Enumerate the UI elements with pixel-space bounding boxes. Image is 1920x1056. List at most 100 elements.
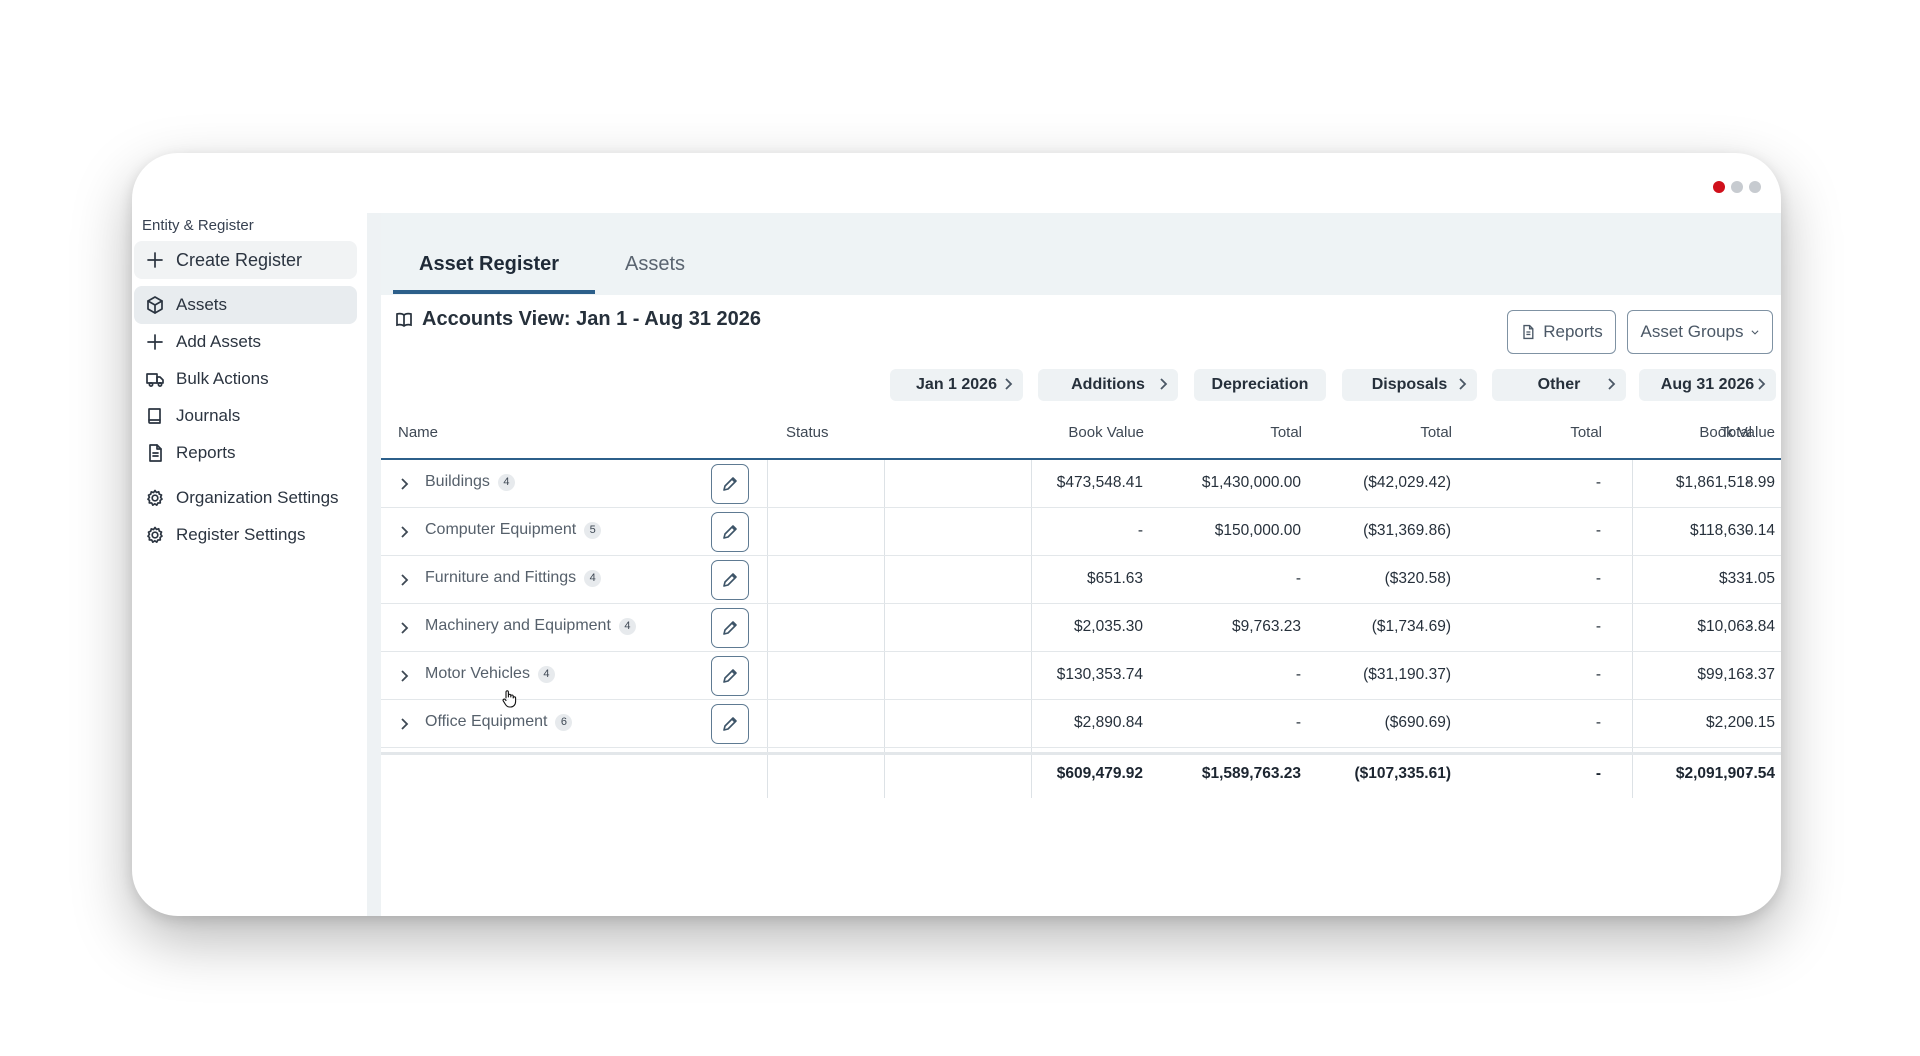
cell-depreciation: ($31,190.37) (1363, 666, 1451, 683)
cell-book-value-start: $2,890.84 (1074, 714, 1143, 731)
chevron-right-icon[interactable] (399, 476, 411, 492)
table-row[interactable]: Motor Vehicles 4 $130,353.74 - ($31,190.3… (381, 652, 1781, 700)
cell-other: - (1745, 522, 1751, 539)
column-group-other[interactable]: Other (1492, 369, 1626, 401)
row-name[interactable]: Buildings 4 (425, 473, 515, 491)
column-group-jan-1-2026[interactable]: Jan 1 2026 (890, 369, 1023, 401)
cell-book-value-end: $2,200.15 (1706, 714, 1775, 731)
edit-button[interactable] (711, 608, 749, 648)
edit-button[interactable] (711, 656, 749, 696)
column-header-additions-total[interactable]: Total (1270, 424, 1302, 441)
sidebar-item-label: Assets (176, 295, 228, 314)
column-group-label: Depreciation (1211, 376, 1309, 393)
window-dot-gray[interactable] (1749, 181, 1761, 193)
column-group-label: Additions (1071, 376, 1145, 393)
chevron-right-icon[interactable] (399, 524, 411, 540)
total-book-value-start: $609,479.92 (1056, 765, 1143, 782)
column-header-book-value-end[interactable]: Book Value (1699, 424, 1775, 441)
column-group-label: Aug 31 2026 (1660, 376, 1755, 393)
table-row[interactable]: Buildings 4 $473,548.41 $1,430,000.00 ($4… (381, 460, 1781, 508)
row-name-text: Office Equipment (425, 713, 548, 730)
window-dots (1713, 181, 1761, 193)
tab-assets[interactable]: Assets (625, 253, 686, 275)
reports-button[interactable]: Reports (1507, 310, 1616, 354)
page-title-text: Accounts View: Jan 1 - Aug 31 2026 (422, 308, 762, 330)
cell-disposals: - (1595, 714, 1601, 731)
column-group-aug-31-2026[interactable]: Aug 31 2026 (1639, 369, 1776, 401)
cell-other: - (1745, 474, 1751, 491)
cell-other: - (1745, 714, 1751, 731)
sidebar-item-organization-settings[interactable]: Organization Settings (134, 479, 357, 517)
asset-groups-dropdown[interactable]: Asset Groups (1627, 310, 1773, 354)
cell-depreciation: ($320.58) (1384, 570, 1451, 587)
window-dot-red[interactable] (1713, 181, 1725, 193)
cell-additions: - (1295, 570, 1301, 587)
count-badge: 4 (618, 617, 636, 635)
cell-disposals: - (1595, 666, 1601, 683)
page-title: Accounts View: Jan 1 - Aug 31 2026 (394, 308, 761, 331)
column-header-disposals-total[interactable]: Total (1570, 424, 1602, 441)
column-group-additions[interactable]: Additions (1038, 369, 1178, 401)
row-name[interactable]: Office Equipment 6 (425, 713, 573, 731)
edit-button[interactable] (711, 704, 749, 744)
table-row[interactable]: Computer Equipment 5 - $150,000.00 ($31,3… (381, 508, 1781, 556)
column-divider (1632, 460, 1633, 798)
tab-asset-register[interactable]: Asset Register (419, 253, 560, 275)
column-divider (1031, 460, 1032, 798)
column-header-other-total[interactable]: Total (1720, 424, 1752, 441)
cell-additions: $150,000.00 (1214, 522, 1301, 539)
chevron-down-icon (1750, 330, 1759, 335)
sidebar-item-label: Journals (176, 406, 241, 425)
document-icon (144, 442, 166, 464)
row-name-text: Motor Vehicles (425, 665, 530, 682)
column-header-depreciation-total[interactable]: Total (1420, 424, 1452, 441)
edit-button[interactable] (711, 464, 749, 504)
cell-book-value-end: $118,630.14 (1689, 522, 1775, 539)
create-register-button[interactable]: Create Register (134, 241, 357, 279)
chevron-right-icon (1606, 376, 1618, 392)
active-tab-indicator (393, 290, 595, 294)
sidebar-item-add-assets[interactable]: Add Assets (134, 323, 357, 361)
sidebar-item-label: Add Assets (176, 332, 262, 351)
cell-book-value-end: $10,063.84 (1697, 618, 1775, 635)
cell-depreciation: ($31,369.86) (1363, 522, 1451, 539)
column-header-name[interactable]: Name (398, 424, 439, 441)
open-book-icon (396, 312, 412, 327)
sidebar-divider (367, 213, 381, 916)
reports-button-label: Reports (1543, 322, 1603, 341)
sidebar-item-register-settings[interactable]: Register Settings (134, 516, 357, 554)
edit-button[interactable] (711, 560, 749, 600)
count-badge: 4 (537, 665, 555, 683)
chevron-right-icon[interactable] (399, 572, 411, 588)
column-group-disposals[interactable]: Disposals (1342, 369, 1477, 401)
edit-button[interactable] (711, 512, 749, 552)
sidebar-item-label: Bulk Actions (176, 369, 269, 388)
book-icon (144, 405, 166, 427)
sidebar-item-bulk-actions[interactable]: Bulk Actions (134, 360, 357, 398)
row-name[interactable]: Machinery and Equipment 4 (425, 617, 636, 635)
cell-additions: - (1295, 666, 1301, 683)
sidebar-item-journals[interactable]: Journals (134, 397, 357, 435)
sidebar-item-assets[interactable]: Assets (134, 286, 357, 324)
row-name-text: Machinery and Equipment (425, 617, 611, 634)
column-group-depreciation[interactable]: Depreciation (1194, 369, 1326, 401)
plus-icon (144, 249, 166, 271)
truck-icon (144, 368, 166, 390)
table-row[interactable]: Furniture and Fittings 4 $651.63 - ($320.… (381, 556, 1781, 604)
chevron-right-icon (1003, 376, 1015, 392)
table-row[interactable]: Office Equipment 6 $2,890.84 - ($690.69) … (381, 700, 1781, 748)
chevron-right-icon[interactable] (399, 620, 411, 636)
row-name[interactable]: Furniture and Fittings 4 (425, 569, 602, 587)
column-header-book-value-start[interactable]: Book Value (1068, 424, 1144, 441)
row-name[interactable]: Computer Equipment 5 (425, 521, 602, 539)
chevron-right-icon[interactable] (399, 668, 411, 684)
row-name[interactable]: Motor Vehicles 4 (425, 665, 555, 683)
sidebar-item-reports[interactable]: Reports (134, 434, 357, 472)
document-icon (1523, 324, 1534, 340)
window-dot-gray[interactable] (1731, 181, 1743, 193)
cell-disposals: - (1595, 522, 1601, 539)
column-header-status[interactable]: Status (786, 424, 829, 441)
chevron-right-icon[interactable] (399, 716, 411, 732)
table-row[interactable]: Machinery and Equipment 4 $2,035.30 $9,76… (381, 604, 1781, 652)
count-badge: 4 (497, 473, 515, 491)
